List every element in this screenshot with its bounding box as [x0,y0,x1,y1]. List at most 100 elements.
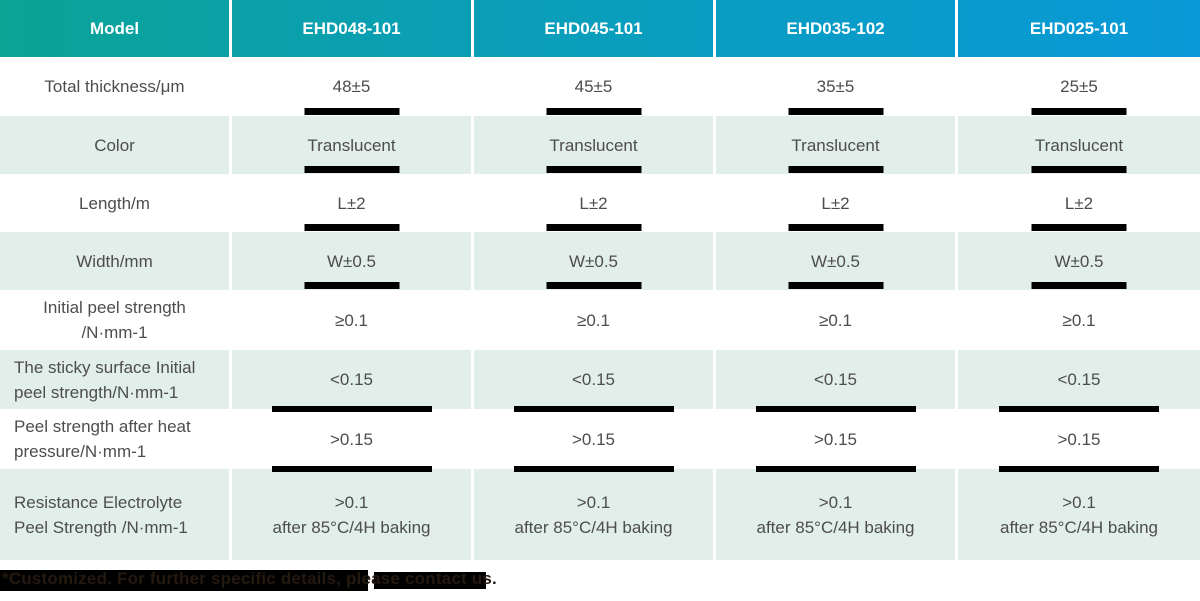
table-row: Length/m L±2 L±2 L±2 L±2 [0,174,1200,232]
value-cell: >0.1 after 85°C/4H baking [958,469,1200,560]
value-line: after 85°C/4H baking [514,517,673,537]
value-underline-bar [1031,108,1127,115]
value-line: <0.15 [329,370,373,389]
value-cell: W±0.5 [716,232,958,290]
value-underline-bar [1031,282,1127,289]
value-underline-bar [304,282,399,289]
value-line: >0.1 [1062,492,1096,512]
value-line: Translucent [549,135,638,155]
value-cell: <0.15 [474,350,716,412]
value-line: <0.15 [1057,370,1101,389]
value-line: 48±5 [332,77,371,96]
value-underline-bar [513,406,674,412]
row-label-line: Color [94,135,135,155]
value-cell: L±2 [958,174,1200,232]
value-line: >0.15 [329,429,373,449]
value-line: >0.15 [1057,429,1101,449]
value-line: <0.15 [571,370,615,389]
value-line: 45±5 [574,77,613,96]
value-line: ≥0.1 [819,310,852,330]
table-row: Resistance Electrolyte Peel Strength /N·m… [0,469,1200,560]
row-label-line: Peel strength after heat [14,417,191,436]
value-line: >0.1 [576,492,611,512]
row-label: Total thickness/μm [0,57,232,116]
value-underline-bar [1031,166,1127,173]
value-cell: <0.15 [958,350,1200,412]
table-row: Peel strength after heat pressure/N·mm-1 >… [0,409,1200,472]
value-underline-bar [546,282,641,289]
value-cell: >0.1 after 85°C/4H baking [474,469,716,560]
row-label: Peel strength after heat pressure/N·mm-1 [0,409,232,469]
value-underline-bar [788,282,883,289]
header-cell-0: EHD048-101 [232,0,474,57]
table-row: Width/mm W±0.5 W±0.5 W±0.5 W±0.5 [0,232,1200,290]
table-body: Total thickness/μm 48±5 45±5 35±5 25±5 Color T… [0,57,1200,560]
row-label: Resistance Electrolyte Peel Strength /N·m… [0,469,232,560]
value-cell: >0.1 after 85°C/4H baking [232,469,474,560]
value-cell: >0.15 [474,409,716,472]
value-cell: >0.15 [958,409,1200,472]
value-underline-bar [546,108,641,115]
value-underline-bar [271,466,432,472]
value-cell: 35±5 [716,57,958,116]
value-line: ≥0.1 [335,310,368,330]
value-line: W±0.5 [326,251,376,271]
row-label-line: pressure/N·mm-1 [14,442,147,461]
footnote-area: *Customized. For further specific detail… [0,560,1200,601]
value-cell: L±2 [474,174,716,232]
value-line: W±0.5 [1054,251,1104,271]
value-cell: <0.15 [716,350,958,412]
value-underline-bar [788,224,883,231]
header-cell-1: EHD045-101 [474,0,716,57]
value-line: >0.15 [571,429,615,449]
row-label-line: Peel Strength /N·mm-1 [14,517,188,537]
row-label-line: Initial peel strength [43,298,186,317]
table-row: The sticky surface Initial peel strength/… [0,350,1200,412]
row-label-line: peel strength/N·mm-1 [14,382,179,402]
value-cell: >0.15 [232,409,474,472]
value-underline-bar [546,166,641,173]
value-line: Translucent [307,135,396,155]
value-line: after 85°C/4H baking [756,517,915,537]
row-label-line: Width/mm [76,251,153,271]
value-line: L±2 [1064,193,1094,213]
value-cell: Translucent [716,116,958,174]
row-label-line: /N·mm-1 [81,323,148,342]
value-line: >0.1 [818,492,853,512]
value-cell: 25±5 [958,57,1200,116]
value-line: Translucent [1034,135,1124,155]
value-line: <0.15 [813,370,857,389]
value-cell: ≥0.1 [232,290,474,350]
value-cell: L±2 [232,174,474,232]
value-line: >0.1 [334,492,369,512]
value-line: 35±5 [816,77,855,96]
value-underline-bar [755,466,916,472]
header-cell-2: EHD035-102 [716,0,958,57]
value-cell: Translucent [958,116,1200,174]
row-label: Color [0,116,232,174]
value-underline-bar [999,466,1159,472]
value-cell: L±2 [716,174,958,232]
value-underline-bar [999,406,1159,412]
value-underline-bar [788,166,883,173]
value-line: ≥0.1 [1062,310,1096,330]
value-line: 25±5 [1060,77,1098,96]
row-label: Length/m [0,174,232,232]
value-cell: >0.1 after 85°C/4H baking [716,469,958,560]
table-row: Color Translucent Translucent Translucent Tr… [0,116,1200,174]
value-cell: Translucent [232,116,474,174]
table-row: Total thickness/μm 48±5 45±5 35±5 25±5 [0,57,1200,116]
value-cell: Translucent [474,116,716,174]
value-cell: W±0.5 [232,232,474,290]
value-underline-bar [304,166,399,173]
value-line: >0.15 [813,429,857,449]
row-label-line: Length/m [79,193,150,213]
value-cell: >0.15 [716,409,958,472]
value-underline-bar [546,224,641,231]
row-label-line: Resistance Electrolyte [14,492,183,512]
value-line: after 85°C/4H baking [272,517,431,537]
value-cell: 48±5 [232,57,474,116]
value-cell: ≥0.1 [716,290,958,350]
row-label: The sticky surface Initial peel strength/… [0,350,232,409]
value-cell: W±0.5 [474,232,716,290]
